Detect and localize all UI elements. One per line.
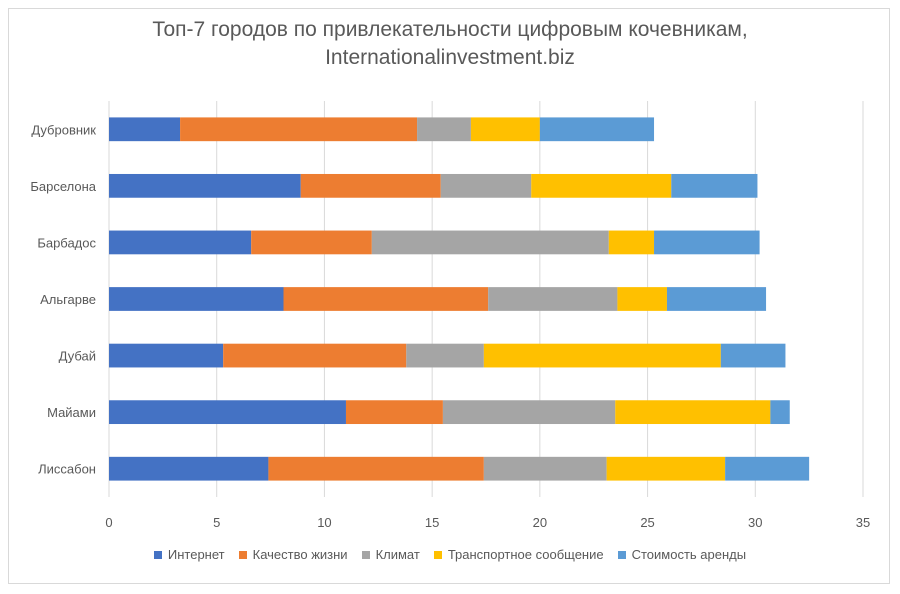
bar-segment [180, 117, 418, 142]
bar-segment [720, 343, 786, 368]
legend-label: Интернет [167, 547, 225, 562]
bar-segment [442, 400, 616, 425]
bar-segment [617, 287, 667, 311]
legend-label: Транспортное сообщение [447, 547, 604, 562]
legend-item: Интернет [153, 547, 225, 562]
bar-segment [109, 117, 181, 142]
bar-segment [770, 400, 790, 425]
bar-segment [223, 343, 407, 368]
bar-segment [725, 456, 810, 481]
y-category-label: Майами [47, 405, 96, 420]
bar-segment [666, 287, 767, 311]
bar-segment [109, 456, 269, 481]
bar-segment [251, 230, 372, 255]
x-tick-label: 25 [640, 515, 654, 530]
bar-segment [406, 343, 484, 368]
bar-segment [488, 287, 618, 311]
legend-item: Транспортное сообщение [433, 547, 604, 562]
bar-segment [283, 287, 489, 311]
bar-segment [109, 287, 284, 311]
bar-segment [615, 400, 771, 425]
bar-segment [417, 117, 471, 142]
legend-label: Климат [375, 547, 420, 562]
bar-segment [440, 173, 532, 198]
bar-segment [109, 230, 252, 255]
chart-title-line-1: Топ-7 городов по привлекательности цифро… [152, 18, 748, 41]
legend-swatch [617, 550, 626, 559]
x-tick-label: 5 [213, 515, 220, 530]
bar-segment [654, 230, 760, 255]
bar-segment [109, 343, 224, 368]
y-category-label: Дубай [59, 349, 96, 364]
legend-item: Качество жизни [238, 547, 348, 562]
bar-segment [539, 117, 655, 142]
bar-segment [300, 173, 441, 198]
bar-segment [109, 400, 346, 425]
y-category-label: Лиссабон [38, 462, 96, 477]
x-tick-label: 10 [317, 515, 331, 530]
x-tick-label: 15 [425, 515, 439, 530]
x-tick-label: 30 [748, 515, 762, 530]
chart-title: Топ-7 городов по привлекательности цифро… [0, 16, 900, 72]
legend-label: Качество жизни [252, 547, 348, 562]
legend-swatch [153, 550, 162, 559]
bar-segment [483, 456, 607, 481]
bar-segment [671, 173, 758, 198]
x-tick-label: 20 [533, 515, 547, 530]
x-tick-label: 0 [105, 515, 112, 530]
chart-legend: Интернет Качество жизни Климат Транспортное… [0, 547, 900, 562]
chart-title-line-2: Internationalinvestment.biz [325, 46, 575, 69]
y-category-label: Дубровник [31, 122, 96, 137]
bar-segment [531, 173, 672, 198]
bar-segment [371, 230, 609, 255]
y-category-label: Барселона [30, 179, 96, 194]
legend-swatch [238, 550, 247, 559]
legend-item: Стоимость аренды [617, 547, 747, 562]
bar-segment [608, 230, 655, 255]
bar-segment [606, 456, 726, 481]
y-category-label: Барбадос [37, 235, 96, 250]
legend-label: Стоимость аренды [631, 547, 747, 562]
bar-segment [483, 343, 721, 368]
bar-segment [345, 400, 443, 425]
bar-segment [109, 173, 301, 198]
bar-segment [268, 456, 484, 481]
legend-swatch [361, 550, 370, 559]
y-category-label: Альгарве [40, 292, 96, 307]
legend-item: Климат [361, 547, 420, 562]
bar-segment [470, 117, 540, 142]
legend-swatch [433, 550, 442, 559]
x-tick-label: 35 [856, 515, 870, 530]
